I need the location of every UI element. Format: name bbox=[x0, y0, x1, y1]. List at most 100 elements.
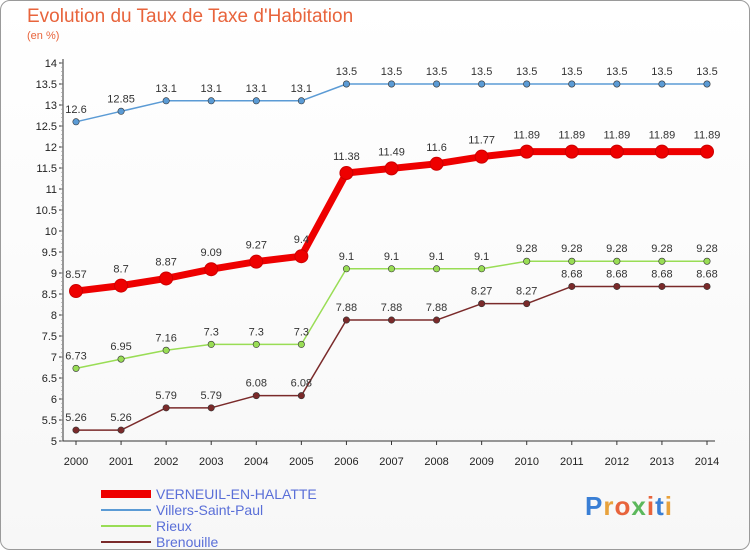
data-label: 8.57 bbox=[65, 269, 86, 281]
x-tick-label: 2013 bbox=[650, 456, 674, 468]
data-point bbox=[609, 144, 624, 159]
data-point bbox=[252, 340, 260, 348]
data-point bbox=[703, 80, 711, 88]
data-label: 5.26 bbox=[65, 412, 86, 424]
series-villers-saint-paul: 12.6 12.85 13.1 13.1 13.1 13.1 13.5 13.5 13.5 13.… bbox=[65, 66, 718, 126]
data-label: 12.85 bbox=[107, 93, 135, 105]
data-point bbox=[69, 284, 83, 299]
data-point bbox=[523, 80, 531, 88]
data-point bbox=[117, 107, 125, 115]
data-point bbox=[433, 80, 441, 88]
y-tick-label: 6 bbox=[51, 394, 57, 406]
x-tick-label: 2007 bbox=[379, 456, 403, 468]
data-label: 8.87 bbox=[155, 256, 176, 268]
data-point bbox=[568, 282, 576, 290]
legend-label: VERNEUIL-EN-HALATTE bbox=[156, 486, 317, 502]
data-point bbox=[478, 300, 486, 308]
data-point bbox=[384, 161, 399, 176]
data-point bbox=[568, 257, 576, 265]
data-label: 11.89 bbox=[603, 130, 630, 142]
data-label: 9.1 bbox=[339, 251, 354, 263]
series-verneuil-en-halatte: 8.57 8.7 8.87 9.09 9.27 9.4 11.38 11.49 11.6 11.7… bbox=[65, 130, 721, 299]
y-tick-label: 10 bbox=[45, 226, 57, 238]
data-point bbox=[658, 282, 666, 290]
data-label: 13.1 bbox=[201, 83, 222, 95]
data-label: 12.6 bbox=[65, 104, 86, 116]
data-label: 13.1 bbox=[155, 83, 176, 95]
legend-label: Rieux bbox=[156, 518, 192, 534]
data-label: 8.68 bbox=[696, 268, 717, 280]
data-label: 8.27 bbox=[516, 286, 537, 298]
data-label: 13.5 bbox=[336, 66, 357, 78]
data-label: 7.88 bbox=[381, 302, 402, 314]
data-label: 13.5 bbox=[516, 66, 537, 78]
data-label: 11.77 bbox=[468, 135, 495, 147]
series-brenouille: 5.26 5.26 5.79 5.79 6.08 6.08 7.88 7.88 7.88 8.27… bbox=[65, 268, 718, 434]
data-point bbox=[523, 257, 531, 265]
data-label: 9.1 bbox=[474, 251, 489, 263]
y-tick-label: 8.5 bbox=[42, 289, 57, 301]
data-label: 13.1 bbox=[246, 83, 267, 95]
x-tick-label: 2004 bbox=[244, 456, 268, 468]
data-label: 9.28 bbox=[606, 243, 627, 255]
data-label: 9.28 bbox=[696, 243, 717, 255]
data-point bbox=[564, 144, 579, 159]
data-point bbox=[162, 346, 170, 354]
data-point bbox=[249, 254, 264, 269]
data-label: 8.68 bbox=[561, 268, 582, 280]
data-point bbox=[700, 144, 714, 159]
data-point bbox=[523, 300, 531, 308]
data-point bbox=[478, 265, 486, 273]
data-point bbox=[159, 271, 174, 286]
x-tick-label: 2005 bbox=[289, 456, 313, 468]
data-label: 11.89 bbox=[649, 130, 676, 142]
y-tick-label: 5 bbox=[51, 436, 57, 448]
data-point bbox=[433, 265, 441, 273]
data-label: 13.5 bbox=[606, 66, 627, 78]
data-label: 8.27 bbox=[471, 286, 492, 298]
y-tick-label: 8 bbox=[51, 310, 57, 322]
data-point bbox=[207, 404, 215, 412]
data-label: 11.89 bbox=[694, 130, 721, 142]
data-point bbox=[342, 265, 350, 273]
data-point bbox=[703, 257, 711, 265]
data-point bbox=[613, 257, 621, 265]
x-tick-label: 2000 bbox=[64, 456, 88, 468]
chart-subtitle: (en %) bbox=[27, 30, 60, 42]
y-tick-label: 14 bbox=[45, 58, 57, 70]
data-point bbox=[519, 144, 534, 159]
data-label: 6.73 bbox=[65, 350, 86, 362]
data-point bbox=[613, 282, 621, 290]
data-label: 9.28 bbox=[516, 243, 537, 255]
data-label: 7.3 bbox=[294, 326, 309, 338]
data-label: 8.68 bbox=[651, 268, 672, 280]
series-layer: 12.6 12.85 13.1 13.1 13.1 13.1 13.5 13.5 13.5 13.… bbox=[65, 66, 721, 434]
data-point bbox=[72, 364, 80, 372]
y-tick-label: 10.5 bbox=[36, 205, 57, 217]
data-point bbox=[568, 80, 576, 88]
data-label: 9.09 bbox=[201, 247, 222, 259]
data-point bbox=[207, 340, 215, 348]
x-tick-label: 2014 bbox=[695, 456, 719, 468]
x-tick-label: 2011 bbox=[560, 456, 584, 468]
data-label: 7.3 bbox=[249, 326, 264, 338]
logo-letter: r bbox=[603, 491, 615, 521]
data-label: 5.26 bbox=[110, 412, 131, 424]
data-point bbox=[387, 316, 395, 324]
x-tick-label: 2002 bbox=[154, 456, 178, 468]
y-tick-label: 5.5 bbox=[42, 415, 57, 427]
data-label: 8.68 bbox=[606, 268, 627, 280]
data-point bbox=[433, 316, 441, 324]
y-tick-label: 9.5 bbox=[42, 247, 57, 259]
data-point bbox=[294, 249, 309, 264]
data-label: 7.16 bbox=[155, 332, 176, 344]
logo-letter: x bbox=[631, 491, 647, 521]
data-point bbox=[658, 80, 666, 88]
data-point bbox=[207, 97, 215, 105]
data-point bbox=[658, 257, 666, 265]
data-point bbox=[297, 392, 305, 400]
data-label: 9.28 bbox=[651, 243, 672, 255]
data-label: 5.79 bbox=[201, 390, 222, 402]
logo-letter: i bbox=[664, 491, 673, 521]
data-point bbox=[297, 97, 305, 105]
